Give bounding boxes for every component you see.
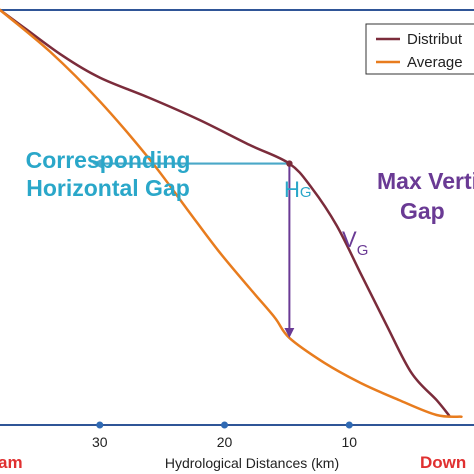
legend-label: Average: [407, 54, 463, 71]
legend-label: Distribut: [407, 31, 463, 48]
x-tick-dot: [345, 421, 353, 429]
left-end-label: am: [0, 453, 23, 472]
hg-label: HG: [284, 177, 312, 202]
vg-label-main: V: [342, 227, 357, 252]
horizontal-gap-label: Corresponding Horizontal Gap: [26, 147, 191, 201]
max-vertical-gap-label-line: Gap: [400, 198, 445, 224]
right-end-label: Down: [420, 453, 466, 472]
legend-box: [365, 23, 474, 75]
x-tick-label: 20: [217, 434, 233, 450]
x-tick-label: 30: [92, 434, 108, 450]
max-vertical-gap-label: Max Verti Gap: [377, 168, 474, 224]
hg-label-main: H: [284, 177, 300, 202]
x-tick-dot: [96, 421, 104, 429]
x-axis-label: Hydrological Distances (km): [165, 455, 339, 471]
max-gap-point: [286, 160, 293, 167]
hg-label-sub: G: [300, 184, 312, 201]
vg-label-sub: G: [357, 242, 369, 259]
vg-label: VG: [342, 227, 368, 259]
x-tick-label: 10: [341, 434, 357, 450]
x-tick-dot: [221, 421, 229, 429]
horizontal-gap-label-line: Horizontal Gap: [26, 175, 190, 201]
horizontal-gap-label-line: Corresponding: [26, 147, 191, 173]
max-vertical-gap-label-line: Max Verti: [377, 168, 474, 194]
series-line-average: [0, 8, 463, 419]
